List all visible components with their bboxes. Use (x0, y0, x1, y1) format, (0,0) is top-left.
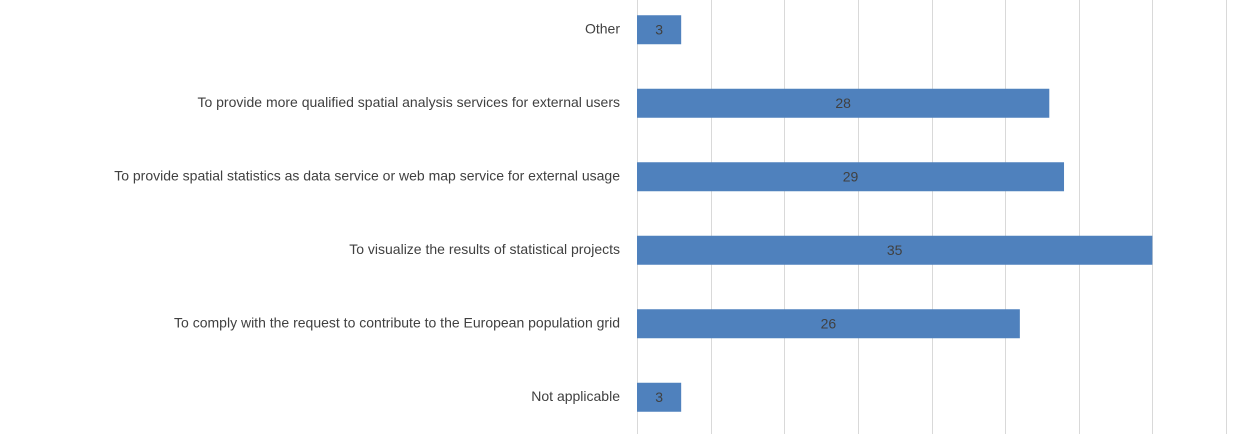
y-tick-label: To comply with the request to contribute… (174, 314, 620, 330)
y-tick-label: To provide more qualified spatial analys… (197, 94, 620, 110)
data-label: 3 (655, 389, 663, 405)
bar (637, 382, 682, 412)
bar (637, 309, 1020, 339)
data-label: 28 (835, 95, 851, 111)
data-label: 35 (887, 242, 903, 258)
y-tick-label: Not applicable (531, 388, 620, 404)
y-tick-label: To visualize the results of statistical … (349, 241, 620, 257)
data-label: 3 (655, 21, 663, 37)
data-label: 29 (843, 168, 859, 184)
bar (637, 162, 1065, 192)
bar (637, 88, 1050, 118)
bar (637, 15, 682, 45)
y-tick-label: To provide spatial statistics as data se… (114, 167, 620, 183)
bar (637, 235, 1153, 265)
data-label: 26 (821, 315, 837, 331)
y-tick-label: Other (585, 20, 620, 36)
